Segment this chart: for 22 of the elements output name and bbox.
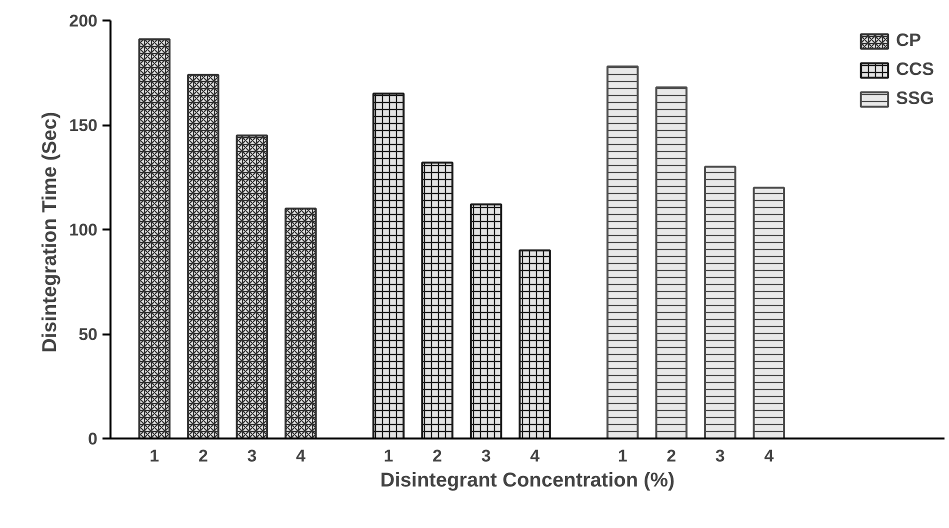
y-tick-label: 50	[78, 325, 98, 344]
y-tick-label: 200	[69, 12, 98, 30]
x-tick-label: 2	[666, 446, 676, 466]
x-tick-label: 4	[764, 446, 774, 466]
x-tick-label: 3	[481, 446, 491, 466]
x-tick-label: 3	[247, 446, 257, 466]
y-tick-label: 150	[69, 116, 98, 135]
x-tick-label: 3	[715, 446, 725, 466]
x-tick-label: 2	[432, 446, 442, 466]
x-tick-label: 1	[150, 446, 160, 466]
y-tick-label: 100	[69, 220, 98, 240]
x-tick-label: 4	[296, 446, 306, 466]
y-axis-title: Disintegration Time (Sec)	[39, 112, 62, 353]
legend-label: CP	[896, 30, 921, 51]
x-tick-label: 1	[384, 446, 394, 466]
y-tick-label: 0	[88, 430, 98, 448]
legend-label: SSG	[896, 88, 934, 109]
legend-label: CCS	[896, 59, 934, 80]
x-axis-title: Disintegrant Concentration (%)	[380, 470, 675, 492]
x-tick-label: 1	[618, 446, 628, 466]
x-tick-label: 4	[530, 446, 540, 466]
x-tick-label: 2	[198, 446, 208, 466]
